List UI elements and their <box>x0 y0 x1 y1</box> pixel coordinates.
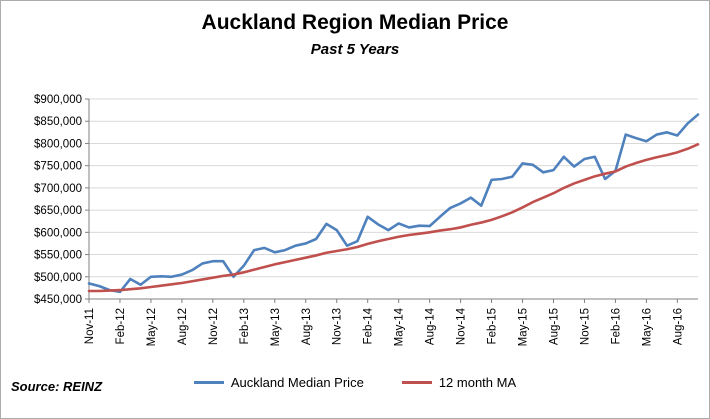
ma-line-swatch <box>401 381 432 384</box>
plot-area: $450,000 $500,000 $550,000 $600,000 $650,000… <box>34 94 700 346</box>
x-axis-label: Aug-12 <box>177 308 189 345</box>
legend-item-12-month-ma: 12 month MA <box>401 375 517 390</box>
y-axis-label: $750,000 <box>34 161 82 173</box>
x-axis-label: Feb-16 <box>610 308 622 344</box>
x-axis-label: Aug-13 <box>301 308 313 345</box>
chart-title: Auckland Region Median Price <box>201 11 509 34</box>
chart-legend: Auckland Median Price 12 month MA <box>1 375 709 390</box>
x-axis-label: Feb-14 <box>363 307 375 344</box>
median-price-line-swatch <box>193 381 224 384</box>
y-axis-label: $900,000 <box>34 94 82 106</box>
legend-label-12-month-ma: 12 month MA <box>438 375 517 390</box>
x-axis-label: Nov-12 <box>208 308 220 345</box>
y-axis-label: $600,000 <box>34 227 82 239</box>
source-credit: Source: REINZ <box>11 379 103 394</box>
x-axis-label: Feb-15 <box>487 308 499 344</box>
x-axis-label: May-12 <box>146 308 158 346</box>
y-axis-label: $500,000 <box>34 272 82 284</box>
x-axis-label: Feb-12 <box>115 308 127 344</box>
series-line-1 <box>87 143 700 293</box>
chart-subtitle: Past 5 Years <box>310 41 400 58</box>
y-axis-label: $850,000 <box>34 116 82 128</box>
x-axis-label: Feb-13 <box>239 308 251 344</box>
y-axis-label: $650,000 <box>34 205 82 217</box>
x-axis-label: Aug-14 <box>425 307 437 345</box>
legend-label-median-price: Auckland Median Price <box>230 375 364 390</box>
y-axis-label: $700,000 <box>34 183 82 195</box>
y-axis-label: $800,000 <box>34 138 82 150</box>
x-axis-label: Nov-15 <box>579 308 591 345</box>
series-line-0 <box>87 113 700 294</box>
x-axis-label: Nov-11 <box>84 308 96 344</box>
y-axis-label: $550,000 <box>34 250 82 262</box>
y-axis-label: $450,000 <box>34 294 82 306</box>
x-axis-label: May-13 <box>270 308 282 346</box>
legend-item-median-price: Auckland Median Price <box>193 375 364 390</box>
x-axis-label: May-15 <box>518 308 530 346</box>
x-axis-label: May-16 <box>641 308 653 346</box>
x-axis-label: Nov-14 <box>456 307 468 345</box>
x-axis-label: Aug-16 <box>672 308 684 345</box>
x-axis-label: May-14 <box>394 307 406 346</box>
x-axis-label: Aug-15 <box>548 308 560 345</box>
x-axis-label: Nov-13 <box>332 308 344 345</box>
